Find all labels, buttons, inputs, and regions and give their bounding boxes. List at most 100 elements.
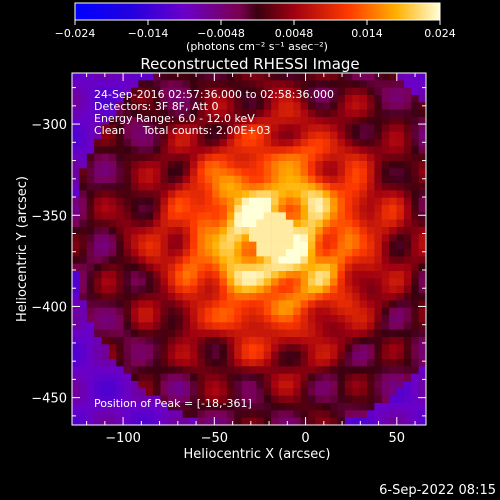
heatmap-cell (167, 373, 176, 382)
heatmap-cell (79, 329, 88, 338)
heatmap-cell (256, 131, 265, 140)
heatmap-cell (278, 109, 287, 118)
heatmap-cell (344, 219, 353, 228)
heatmap-cell (108, 205, 117, 213)
heatmap-cell (337, 80, 346, 88)
heatmap-cell (86, 315, 95, 323)
heatmap-cell (352, 241, 360, 250)
heatmap-cell (418, 395, 426, 404)
heatmap-cell (293, 241, 301, 250)
heatmap-cell (167, 102, 176, 110)
heatmap-cell (167, 124, 176, 132)
heatmap-cell (72, 139, 80, 147)
heatmap-cell (108, 197, 117, 206)
heatmap-cell (396, 337, 405, 345)
heatmap-cell (263, 315, 272, 323)
heatmap-cell (396, 417, 405, 425)
heatmap-cell (116, 219, 124, 228)
heatmap-cell (72, 249, 80, 257)
heatmap-cell (374, 102, 383, 110)
heatmap-cell (337, 373, 346, 382)
heatmap-cell (116, 417, 124, 425)
heatmap-cell (160, 344, 169, 352)
heatmap-cell (182, 241, 191, 250)
heatmap-cell (293, 87, 301, 96)
heatmap-cell (374, 410, 383, 418)
heatmap-cell (403, 271, 412, 279)
heatmap-cell (418, 124, 426, 132)
heatmap-cell (234, 161, 242, 169)
heatmap-cell (175, 381, 183, 389)
heatmap-cell (182, 366, 191, 374)
heatmap-cell (359, 95, 368, 103)
heatmap-cell (94, 388, 102, 396)
heatmap-cell (226, 212, 235, 220)
heatmap-cell (86, 131, 95, 140)
heatmap-cell (204, 161, 213, 169)
heatmap-cell (204, 388, 213, 396)
heatmap-cell (403, 190, 412, 198)
heatmap-cell (204, 337, 213, 345)
heatmap-cell (131, 271, 139, 279)
heatmap-cell (293, 205, 301, 213)
heatmap-cell (308, 183, 316, 191)
heatmap-cell (131, 227, 139, 235)
heatmap-cell (153, 249, 161, 257)
heatmap-cell (256, 190, 265, 198)
heatmap-cell (315, 219, 324, 228)
heatmap-cell (256, 366, 265, 374)
heatmap-cell (234, 293, 242, 301)
heatmap-cell (278, 249, 287, 257)
heatmap-cell (94, 322, 102, 330)
heatmap-cell (271, 373, 279, 382)
heatmap-cell (249, 307, 257, 316)
heatmap-cell (256, 322, 265, 330)
heatmap-cell (190, 241, 198, 250)
heatmap-cell (160, 205, 169, 213)
heatmap-cell (352, 381, 360, 389)
heatmap-cell (403, 124, 412, 132)
heatmap-cell (381, 278, 390, 286)
heatmap-cell (263, 102, 272, 110)
heatmap-cell (389, 322, 397, 330)
heatmap-cell (352, 73, 360, 81)
heatmap-cell (322, 131, 331, 140)
heatmap-cell (160, 388, 169, 396)
heatmap-cell (101, 161, 110, 169)
heatmap-cell (389, 256, 397, 264)
heatmap-cell (138, 109, 147, 118)
heatmap-cell (182, 373, 191, 382)
heatmap-cell (190, 109, 198, 118)
heatmap-cell (167, 146, 176, 154)
heatmap-cell (86, 205, 95, 213)
heatmap-cell (381, 131, 390, 140)
heatmap-cell (359, 197, 368, 206)
heatmap-cell (182, 403, 191, 411)
heatmap-cell (411, 168, 419, 176)
heatmap-cell (226, 381, 235, 389)
heatmap-cell (241, 417, 250, 425)
heatmap-cell (396, 256, 405, 264)
heatmap-cell (131, 109, 139, 118)
heatmap-cell (234, 227, 242, 235)
heatmap-cell (381, 263, 390, 272)
heatmap-cell (344, 373, 353, 382)
heatmap-cell (138, 410, 147, 418)
heatmap-cell (308, 73, 316, 81)
heatmap-cell (116, 351, 124, 360)
heatmap-cell (263, 87, 272, 96)
heatmap-cell (241, 87, 250, 96)
heatmap-cell (293, 366, 301, 374)
heatmap-cell (263, 95, 272, 103)
heatmap-cell (308, 197, 316, 206)
annotation-clean-counts: Clean Total counts: 2.00E+03 (94, 124, 271, 137)
heatmap-cell (197, 417, 206, 425)
heatmap-cell (330, 197, 338, 206)
heatmap-cell (278, 271, 287, 279)
heatmap-cell (116, 153, 124, 162)
heatmap-cell (249, 197, 257, 206)
heatmap-cell (197, 146, 206, 154)
heatmap-cell (72, 373, 80, 382)
heatmap-cell (249, 168, 257, 176)
heatmap-cell (300, 102, 309, 110)
